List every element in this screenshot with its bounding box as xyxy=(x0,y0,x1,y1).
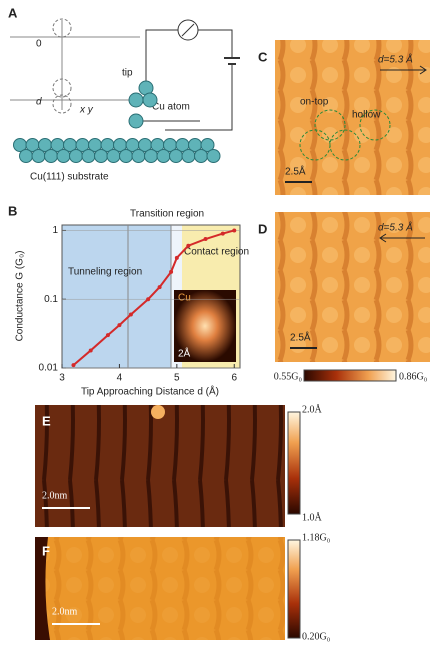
colorbar xyxy=(304,370,396,381)
substrate-atom xyxy=(157,150,170,163)
substrate-atom xyxy=(57,150,70,163)
colorbar-max: 0.86G₀ xyxy=(399,371,428,382)
data-point xyxy=(158,285,162,289)
panel-label: C xyxy=(258,49,268,64)
distance-label: d xyxy=(36,97,42,108)
distance-label: d=5.3 Å xyxy=(378,221,413,234)
axes-label: x y xyxy=(79,105,94,116)
colorbar-max: 2.0Å xyxy=(302,403,323,415)
panel-label: F xyxy=(42,543,50,558)
substrate-atom xyxy=(95,150,108,163)
tunneling-region xyxy=(62,225,171,368)
x-tick-label: 5 xyxy=(174,373,180,384)
scale-label: 2.5Å xyxy=(285,165,306,178)
substrate-atom xyxy=(195,150,208,163)
substrate-atom xyxy=(207,150,220,163)
scale-label: 2.0nm xyxy=(52,606,78,617)
panel-label: B xyxy=(8,203,17,218)
panel-b: B Transition region Tunneling region Con… xyxy=(8,203,249,397)
substrate-atom xyxy=(20,150,33,163)
x-axis-label: Tip Approaching Distance d (Å) xyxy=(81,385,219,398)
tip-atom xyxy=(129,93,143,107)
data-point xyxy=(117,323,121,327)
data-point xyxy=(221,232,225,236)
annotation: Contact region xyxy=(184,247,249,258)
colorbar-min: 0.55G₀ xyxy=(274,371,303,382)
substrate-atom xyxy=(32,150,45,163)
data-point xyxy=(232,228,236,232)
data-point xyxy=(186,244,190,248)
panel-f: F 2.0nm 1.18G₀ 0.20G₀ xyxy=(35,532,331,642)
panel-label: E xyxy=(42,413,51,428)
y-tick-label: 0.01 xyxy=(39,363,59,374)
data-point xyxy=(129,312,133,316)
x-tick-label: 3 xyxy=(59,373,65,384)
colorbar-max: 1.18G₀ xyxy=(302,532,331,543)
colorbar-min: 0.20G₀ xyxy=(302,631,331,642)
y-tick-label: 1 xyxy=(52,225,58,236)
colorbar xyxy=(288,412,300,514)
data-point xyxy=(89,348,93,352)
substrate-atom xyxy=(107,150,120,163)
substrate-atom xyxy=(182,150,195,163)
tip-atom xyxy=(129,114,143,128)
hollow-label: hollow xyxy=(352,110,381,121)
tip-atom xyxy=(143,93,157,107)
y-axis-label: Conductance G (G₀) xyxy=(15,251,26,342)
substrate-atom xyxy=(45,150,58,163)
atom-label: Cu atom xyxy=(152,102,190,113)
origin-label: 0 xyxy=(36,39,42,50)
y-tick-label: 0.1 xyxy=(44,294,58,305)
data-point xyxy=(71,363,75,367)
figure: A 0 d x y tip Cu atom Cu(111) substrate … xyxy=(0,0,435,645)
adatom xyxy=(151,405,165,419)
colorbar-min: 1.0Å xyxy=(302,511,323,523)
panel-label: A xyxy=(8,5,18,20)
panel-label: D xyxy=(258,221,267,236)
circuit-wire xyxy=(146,30,232,130)
substrate-atom xyxy=(70,150,83,163)
colorbar xyxy=(288,540,300,638)
x-tick-label: 4 xyxy=(117,373,123,384)
substrate-atom xyxy=(145,150,158,163)
data-point xyxy=(146,297,150,301)
panel-d: D d=5.3 Å 2.5Å 0.55G₀ 0.86G₀ xyxy=(258,212,430,382)
substrate-atom xyxy=(120,150,133,163)
distance-label: d=5.3 Å xyxy=(378,53,413,66)
on-top-label: on-top xyxy=(300,97,329,108)
inset-label: Cu xyxy=(178,293,191,304)
substrate-label: Cu(111) substrate xyxy=(30,172,109,183)
scale-label: 2.0nm xyxy=(42,490,68,501)
substrate-atom xyxy=(170,150,183,163)
panel-c: C d=5.3 Å on-top hollow 2.5Å xyxy=(258,40,430,195)
inset-scale: 2Å xyxy=(178,347,191,360)
panel-e: E 2.0nm 2.0Å 1.0Å xyxy=(35,403,323,527)
substrate-atom xyxy=(132,150,145,163)
annotation: Tunneling region xyxy=(68,267,142,278)
data-point xyxy=(175,256,179,260)
scale-label: 2.5Å xyxy=(290,331,311,344)
data-point xyxy=(169,270,173,274)
data-point xyxy=(106,333,110,337)
data-point xyxy=(204,237,208,241)
x-tick-label: 6 xyxy=(231,373,237,384)
annotation: Transition region xyxy=(130,209,204,220)
substrate-atom xyxy=(82,150,95,163)
panel-a: A 0 d x y tip Cu atom Cu(111) substrate xyxy=(8,5,240,182)
tip-label: tip xyxy=(122,68,133,79)
